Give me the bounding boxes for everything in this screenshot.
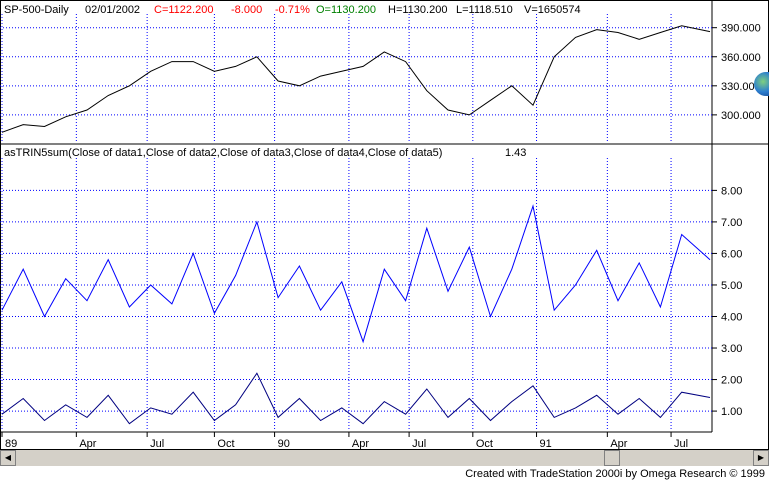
y-tick-label: 3.00 (721, 343, 742, 355)
price-grid (0, 14, 712, 142)
y-tick-label: 1.00 (721, 406, 742, 418)
x-tick-label: 89 (5, 438, 17, 450)
scroll-thumb[interactable] (604, 450, 620, 466)
header-pct: -0.71% (275, 4, 310, 16)
series-line (1, 25, 711, 133)
globe-icon[interactable] (754, 72, 769, 96)
trin-y-labels: 8.00 7.00 6.00 5.00 4.00 3.00 2.00 1.00 (712, 185, 742, 418)
y-tick-label: 2.00 (721, 375, 742, 387)
y-tick-label: 5.00 (721, 280, 742, 292)
footer-credit: Created with TradeStation 2000i by Omega… (465, 468, 765, 480)
y-tick-label: 8.00 (721, 185, 742, 197)
indicator-value: 1.43 (505, 147, 526, 159)
price-series (1, 25, 711, 133)
trin-series (1, 204, 711, 425)
y-tick-label: 360.000 (721, 52, 761, 64)
horizontal-scrollbar[interactable]: ◀ ▶ (0, 450, 769, 466)
chart-frame (0, 0, 769, 450)
series-line (1, 372, 711, 425)
chart-canvas: 390.000 360.000 330.000 300.000 8.00 7.00 6.0… (0, 0, 769, 450)
y-tick-label: 390.000 (721, 23, 761, 35)
header-close: C=1122.200 (154, 4, 213, 16)
header-high: H=1130.200 (388, 4, 447, 16)
header-low: L=1118.510 (456, 4, 513, 16)
x-tick-label: Apr (79, 438, 96, 450)
y-tick-label: 4.00 (721, 311, 742, 323)
series-line (1, 204, 711, 344)
y-tick-label: 6.00 (721, 248, 742, 260)
header-change: -8.000 (231, 4, 262, 16)
header-open: O=1130.200 (316, 4, 376, 16)
x-tick-label: 90 (278, 438, 290, 450)
trin-grid (0, 158, 712, 430)
x-tick-label: 91 (540, 438, 552, 450)
indicator-name: asTRIN5sum(Close of data1,Close of data2… (4, 147, 442, 159)
y-tick-label: 300.000 (721, 110, 761, 122)
time-axis-labels: 89 Apr Jul Oct 90 Apr Jul Oct 91 Apr Jul (1, 432, 688, 450)
x-tick-label: Jul (150, 438, 164, 450)
x-tick-label: Jul (412, 438, 426, 450)
x-tick-label: Oct (217, 438, 234, 450)
right-arrow-icon[interactable]: ▶ (753, 450, 769, 466)
header-symbol: SP-500-Daily (4, 4, 69, 16)
x-tick-label: Apr (610, 438, 627, 450)
header-date: 02/01/2002 (85, 4, 140, 16)
price-y-labels: 390.000 360.000 330.000 300.000 (712, 23, 761, 122)
x-tick-label: Apr (352, 438, 369, 450)
x-tick-label: Jul (674, 438, 688, 450)
header-volume: V=1650574 (524, 4, 581, 16)
y-tick-label: 7.00 (721, 217, 742, 229)
left-arrow-icon[interactable]: ◀ (0, 450, 16, 466)
x-tick-label: Oct (476, 438, 493, 450)
y-tick-label: 330.000 (721, 81, 761, 93)
